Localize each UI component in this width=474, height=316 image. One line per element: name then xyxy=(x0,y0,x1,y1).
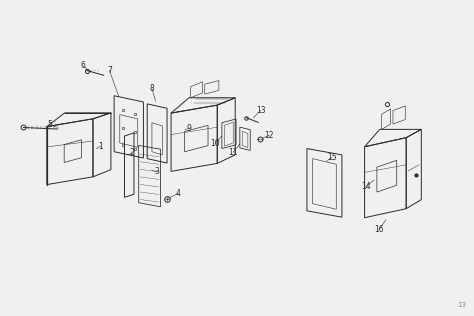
Text: 7: 7 xyxy=(107,66,112,75)
Text: 16: 16 xyxy=(374,225,383,234)
Text: 10: 10 xyxy=(210,139,220,148)
Text: 9: 9 xyxy=(186,124,191,133)
Text: 5: 5 xyxy=(47,120,52,129)
Text: 15: 15 xyxy=(327,153,337,162)
Text: 14: 14 xyxy=(361,182,370,191)
Text: 6: 6 xyxy=(81,61,86,70)
Text: 2: 2 xyxy=(130,149,135,157)
Text: 13: 13 xyxy=(457,302,466,308)
Text: 11: 11 xyxy=(228,148,238,157)
Text: 1: 1 xyxy=(99,142,103,150)
Text: 4: 4 xyxy=(175,189,181,198)
Text: 12: 12 xyxy=(264,131,274,140)
Text: 13: 13 xyxy=(256,106,265,115)
Text: 3: 3 xyxy=(154,167,159,176)
Text: 8: 8 xyxy=(150,84,155,93)
